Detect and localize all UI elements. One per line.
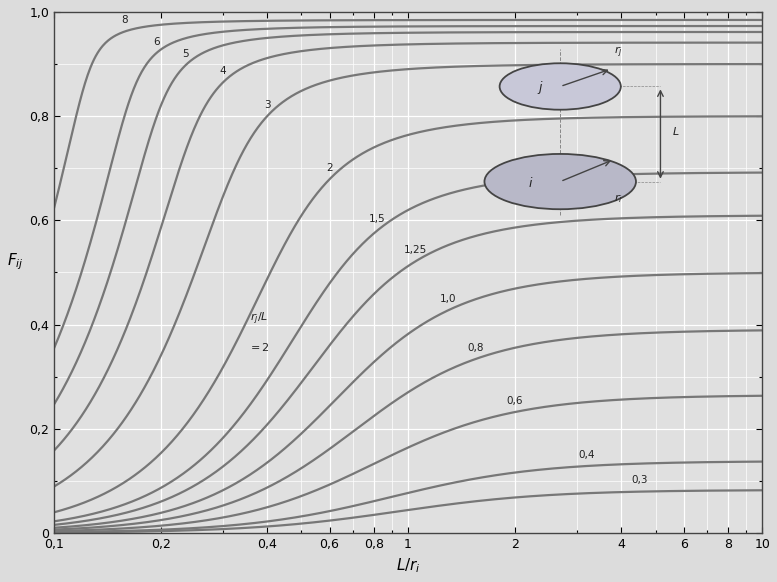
Text: 0,6: 0,6 (507, 396, 523, 406)
Y-axis label: $F_{ij}$: $F_{ij}$ (7, 252, 23, 272)
Text: 1,0: 1,0 (440, 294, 457, 304)
Text: 0,3: 0,3 (631, 475, 647, 485)
Text: $r_i$: $r_i$ (614, 193, 622, 205)
Text: $r_j$: $r_j$ (614, 45, 623, 60)
Text: 6: 6 (153, 37, 160, 47)
Text: 2: 2 (326, 163, 333, 173)
Ellipse shape (500, 63, 621, 109)
Text: $j$: $j$ (537, 79, 544, 96)
Text: $L$: $L$ (672, 125, 680, 137)
Text: 0,8: 0,8 (467, 343, 484, 353)
Text: 4: 4 (220, 66, 226, 76)
Text: 0,4: 0,4 (579, 450, 595, 460)
Text: 1,25: 1,25 (404, 245, 427, 255)
X-axis label: $L/r_i$: $L/r_i$ (395, 556, 420, 575)
Text: 5: 5 (182, 49, 189, 59)
Text: 8: 8 (121, 15, 127, 26)
Text: 3: 3 (264, 100, 270, 110)
Text: $i$: $i$ (528, 176, 533, 190)
Ellipse shape (485, 154, 636, 209)
Text: 1,5: 1,5 (369, 214, 386, 224)
Text: $=2$: $=2$ (249, 341, 270, 353)
Text: $r_j/L$: $r_j/L$ (250, 311, 269, 327)
